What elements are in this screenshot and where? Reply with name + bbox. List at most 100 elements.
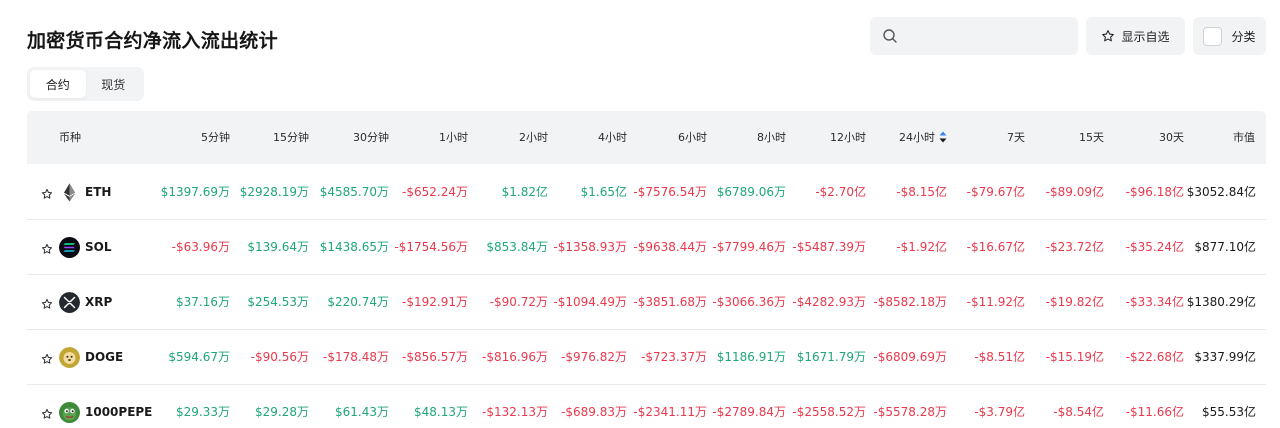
xrp-icon xyxy=(59,292,80,313)
market-cap: $55.53亿 xyxy=(1202,405,1256,419)
show-favorites-label: 显示自选 xyxy=(1121,29,1170,44)
favorite-star-icon[interactable] xyxy=(41,350,53,369)
netflow-5m: -$63.96万 xyxy=(171,240,230,254)
coin-symbol[interactable]: SOL xyxy=(85,240,112,254)
col-header-24h-label: 24小时 xyxy=(899,131,935,144)
page-title: 加密货币合约净流入流出统计 xyxy=(27,30,278,52)
netflow-4h: -$689.83万 xyxy=(561,405,627,419)
table-row[interactable]: 1000PEPE $29.33万 $29.28万 $61.43万 $48.13万 -$13… xyxy=(27,385,1266,428)
netflow-2h: -$816.96万 xyxy=(482,350,548,364)
netflow-30d: -$11.66亿 xyxy=(1125,405,1184,419)
table-row[interactable]: DOGE $594.67万 -$90.56万 -$178.48万 -$856.57万 -$… xyxy=(27,330,1266,385)
netflow-24h: -$5578.28万 xyxy=(873,405,947,419)
netflow-15m: $139.64万 xyxy=(247,240,309,254)
netflow-30m: $4585.70万 xyxy=(319,185,389,199)
netflow-8h: -$7799.46万 xyxy=(712,240,786,254)
market-cap: $337.99亿 xyxy=(1194,350,1256,364)
netflow-24h: -$1.92亿 xyxy=(896,240,947,254)
netflow-1h: $48.13万 xyxy=(414,405,468,419)
table-row[interactable]: XRP $37.16万 $254.53万 $220.74万 -$192.91万 -$90.… xyxy=(27,275,1266,330)
netflow-2h: -$90.72万 xyxy=(489,295,548,309)
netflow-15d: -$19.82亿 xyxy=(1045,295,1104,309)
netflow-24h: -$8582.18万 xyxy=(873,295,947,309)
netflow-7d: -$79.67亿 xyxy=(966,185,1025,199)
netflow-8h: -$3066.36万 xyxy=(712,295,786,309)
netflow-24h: -$8.15亿 xyxy=(896,185,947,199)
favorite-star-icon[interactable] xyxy=(41,295,53,314)
favorite-star-icon[interactable] xyxy=(41,405,53,424)
netflow-15d: -$15.19亿 xyxy=(1045,350,1104,364)
category-label: 分类 xyxy=(1231,29,1256,44)
col-header-15d[interactable]: 15天 xyxy=(1079,131,1104,144)
netflow-7d: -$3.79亿 xyxy=(974,405,1025,419)
netflow-12h: $1671.79万 xyxy=(796,350,866,364)
netflow-30m: $220.74万 xyxy=(327,295,389,309)
netflow-6h: -$2341.11万 xyxy=(633,405,707,419)
coin-symbol[interactable]: DOGE xyxy=(85,350,124,364)
netflow-2h: $1.82亿 xyxy=(501,185,548,199)
coin-symbol[interactable]: 1000PEPE xyxy=(85,405,153,419)
col-header-24h[interactable]: 24小时 xyxy=(847,111,947,164)
show-favorites-button[interactable]: 显示自选 xyxy=(1086,17,1185,55)
search-icon xyxy=(883,29,897,43)
netflow-2h: -$132.13万 xyxy=(482,405,548,419)
netflow-7d: -$8.51亿 xyxy=(974,350,1025,364)
netflow-4h: -$1358.93万 xyxy=(553,240,627,254)
netflow-1h: -$1754.56万 xyxy=(394,240,468,254)
netflow-6h: -$7576.54万 xyxy=(633,185,707,199)
netflow-1h: -$856.57万 xyxy=(402,350,468,364)
col-header-5m[interactable]: 5分钟 xyxy=(201,131,230,144)
netflow-8h: $1186.91万 xyxy=(716,350,786,364)
col-header-30d[interactable]: 30天 xyxy=(1159,131,1184,144)
col-header-4h[interactable]: 4小时 xyxy=(598,131,627,144)
netflow-5m: $1397.69万 xyxy=(160,185,230,199)
col-header-7d[interactable]: 7天 xyxy=(1007,131,1025,144)
search-box[interactable] xyxy=(870,17,1078,55)
netflow-4h: $1.65亿 xyxy=(580,185,627,199)
table-header: 币种 5分钟 15分钟 30分钟 1小时 2小时 4小时 6小时 8小时 12小… xyxy=(27,111,1266,164)
pepe-icon xyxy=(59,402,80,423)
netflow-30m: -$178.48万 xyxy=(323,350,389,364)
table-row[interactable]: ETH $1397.69万 $2928.19万 $4585.70万 -$652.24万 $… xyxy=(27,165,1266,220)
netflow-6h: -$9638.44万 xyxy=(633,240,707,254)
table-row[interactable]: SOL -$63.96万 $139.64万 $1438.65万 -$1754.56万 $8… xyxy=(27,220,1266,275)
netflow-8h: -$2789.84万 xyxy=(712,405,786,419)
favorite-star-icon[interactable] xyxy=(41,240,53,259)
col-header-market-cap[interactable]: 市值 xyxy=(1233,131,1255,144)
netflow-12h: -$2.70亿 xyxy=(815,185,866,199)
col-header-12h[interactable]: 12小时 xyxy=(830,131,866,144)
search-input[interactable] xyxy=(906,23,1066,49)
col-header-coin: 币种 xyxy=(59,131,81,144)
coin-symbol[interactable]: ETH xyxy=(85,185,112,199)
col-header-1h[interactable]: 1小时 xyxy=(439,131,468,144)
favorite-star-icon[interactable] xyxy=(41,185,53,204)
col-header-8h[interactable]: 8小时 xyxy=(757,131,786,144)
col-header-30m[interactable]: 30分钟 xyxy=(353,131,389,144)
netflow-30d: -$33.34亿 xyxy=(1125,295,1184,309)
netflow-12h: -$4282.93万 xyxy=(792,295,866,309)
category-checkbox[interactable] xyxy=(1203,26,1223,46)
netflow-1h: -$652.24万 xyxy=(402,185,468,199)
netflow-30d: -$35.24亿 xyxy=(1125,240,1184,254)
netflow-6h: -$723.37万 xyxy=(641,350,707,364)
netflow-5m: $594.67万 xyxy=(168,350,230,364)
col-header-15m[interactable]: 15分钟 xyxy=(273,131,309,144)
netflow-30d: -$22.68亿 xyxy=(1125,350,1184,364)
tab-futures[interactable]: 合约 xyxy=(30,70,86,98)
netflow-1h: -$192.91万 xyxy=(402,295,468,309)
market-cap: $877.10亿 xyxy=(1194,240,1256,254)
netflow-7d: -$16.67亿 xyxy=(966,240,1025,254)
dogecoin-icon xyxy=(59,347,80,368)
netflow-6h: -$3851.68万 xyxy=(633,295,707,309)
netflow-30m: $1438.65万 xyxy=(319,240,389,254)
col-header-2h[interactable]: 2小时 xyxy=(519,131,548,144)
netflow-15d: -$8.54亿 xyxy=(1053,405,1104,419)
tab-spot[interactable]: 现货 xyxy=(101,77,126,92)
col-header-6h[interactable]: 6小时 xyxy=(678,131,707,144)
ethereum-icon xyxy=(59,182,80,203)
netflow-5m: $37.16万 xyxy=(176,295,230,309)
netflow-4h: -$1094.49万 xyxy=(553,295,627,309)
coin-symbol[interactable]: XRP xyxy=(85,295,113,309)
category-toggle[interactable]: 分类 xyxy=(1193,17,1266,55)
netflow-30m: $61.43万 xyxy=(335,405,389,419)
